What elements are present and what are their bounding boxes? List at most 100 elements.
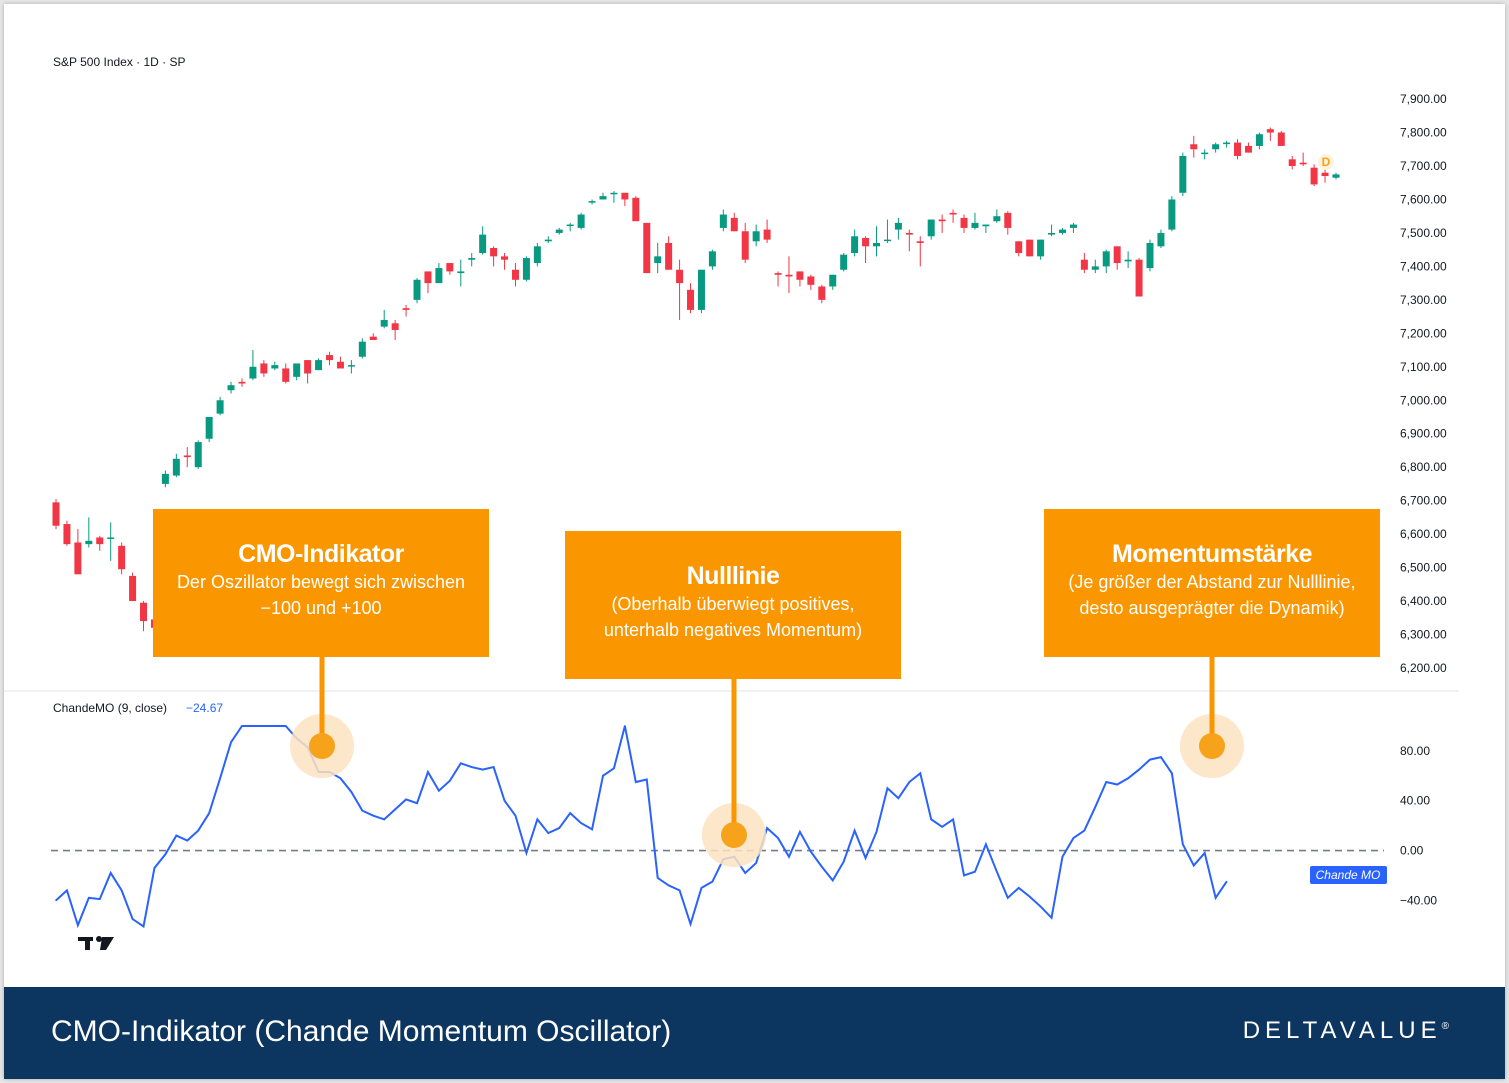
cmo-point (142, 925, 145, 928)
candle-body (752, 231, 760, 242)
callout-cmo-indicator: CMO-Indikator Der Oszillator bewegt sich… (153, 509, 489, 657)
price-tick-label: 6,600.00 (1400, 527, 1447, 541)
cmo-point (1225, 880, 1228, 883)
cmo-point (602, 774, 604, 777)
cmo-point (700, 887, 703, 889)
brand-logo-text: DELTAVALUE (1242, 1017, 1442, 1044)
cmo-point (788, 855, 790, 858)
cmo-point (109, 872, 112, 874)
candle-body (577, 214, 585, 228)
candle-body (511, 269, 519, 280)
candle-body (1332, 174, 1340, 178)
price-tick-label: 7,600.00 (1400, 192, 1447, 206)
price-tick-label: 6,200.00 (1400, 661, 1447, 675)
cmo-point (974, 870, 976, 873)
candle-body (391, 323, 399, 330)
cmo-point (569, 812, 571, 814)
cmo-point (1127, 777, 1129, 780)
callout-line: Der Oszillator bewegt sich zwischen (176, 572, 466, 592)
cmo-point (186, 839, 189, 842)
cmo-point (1050, 916, 1053, 919)
cmo-point (481, 768, 484, 771)
cmo-point (1214, 897, 1217, 899)
candle-body (774, 273, 782, 275)
cmo-tick-label: 0.00 (1400, 844, 1424, 858)
candle-body (413, 279, 421, 300)
candle-body (161, 473, 169, 484)
cmo-point (1203, 852, 1206, 854)
candle-body (347, 365, 355, 367)
cmo-point (799, 831, 801, 833)
cmo-point (339, 777, 342, 780)
candle-body (249, 366, 257, 379)
cmo-point (656, 877, 659, 879)
candle-body (883, 239, 891, 242)
price-tick-label: 7,200.00 (1400, 326, 1447, 340)
candle-body (665, 242, 673, 270)
candle-body (52, 502, 60, 526)
cmo-tick-label: −40.00 (1400, 893, 1437, 907)
candle-body (938, 219, 946, 222)
cmo-point (831, 879, 834, 882)
candle-body (599, 196, 607, 200)
candle-body (960, 217, 968, 228)
price-tick-label: 6,500.00 (1400, 561, 1447, 575)
cmo-point (952, 818, 954, 821)
candle-body (873, 242, 880, 247)
candle-body (435, 268, 443, 284)
candle-body (85, 540, 93, 545)
candle-body (1266, 129, 1274, 133)
cmo-legend-value: −24.67 (186, 701, 223, 715)
candle-body (982, 224, 990, 227)
cmo-point (241, 725, 243, 727)
candlesticks (52, 127, 1340, 632)
cmo-point (514, 814, 517, 817)
cmo-point (864, 857, 867, 859)
candle-body (402, 308, 410, 310)
candle-body (588, 201, 596, 203)
candle-body (1080, 259, 1088, 270)
candle-body (763, 229, 771, 240)
candle-body (1015, 241, 1023, 254)
candle-body (140, 602, 148, 622)
candle-body (260, 363, 268, 374)
candle-body (687, 289, 695, 310)
callout-momentum-strength: Momentumstärke (Je größer der Abstand zu… (1044, 509, 1380, 657)
cmo-point (875, 831, 878, 833)
cmo-point (1083, 829, 1086, 832)
candle-body (1223, 142, 1231, 145)
candle-body (916, 241, 924, 243)
cmo-points (55, 725, 1228, 928)
candle-body (949, 212, 957, 215)
candle-body (610, 192, 618, 195)
callout-line: (Je größer der Abstand zur Nulllinie, (1068, 572, 1356, 592)
last-price-marker (1318, 154, 1334, 170)
candle-body (446, 263, 454, 272)
cmo-point (208, 812, 210, 814)
brand-logo: DELTAVALUE® (1243, 1017, 1449, 1045)
cmo-point (908, 781, 911, 783)
last-price-marker-label: D (1322, 155, 1331, 169)
candle-body (1113, 246, 1121, 264)
price-chart-title: S&P 500 Index · 1D · SP (53, 55, 186, 69)
cmo-point (886, 787, 889, 790)
candle-body (851, 236, 859, 254)
footer-banner: CMO-Indikator (Chande Momentum Oscillato… (4, 987, 1505, 1079)
tradingview-logo (78, 936, 114, 950)
cmo-point (635, 781, 637, 783)
cmo-point (1149, 758, 1151, 761)
candle-body (336, 361, 344, 369)
cmo-point (1072, 837, 1075, 839)
candle-body (993, 216, 1001, 222)
candle-body (216, 400, 224, 414)
candle-body (107, 537, 115, 539)
cmo-point (1017, 887, 1020, 889)
cmo-point (1006, 897, 1009, 899)
cmo-point (219, 777, 221, 780)
cmo-point (1061, 855, 1064, 858)
cmo-point (613, 767, 615, 770)
candle-body (796, 271, 804, 280)
candle-body (566, 224, 574, 227)
cmo-point (361, 809, 364, 812)
candle-body (183, 455, 191, 458)
